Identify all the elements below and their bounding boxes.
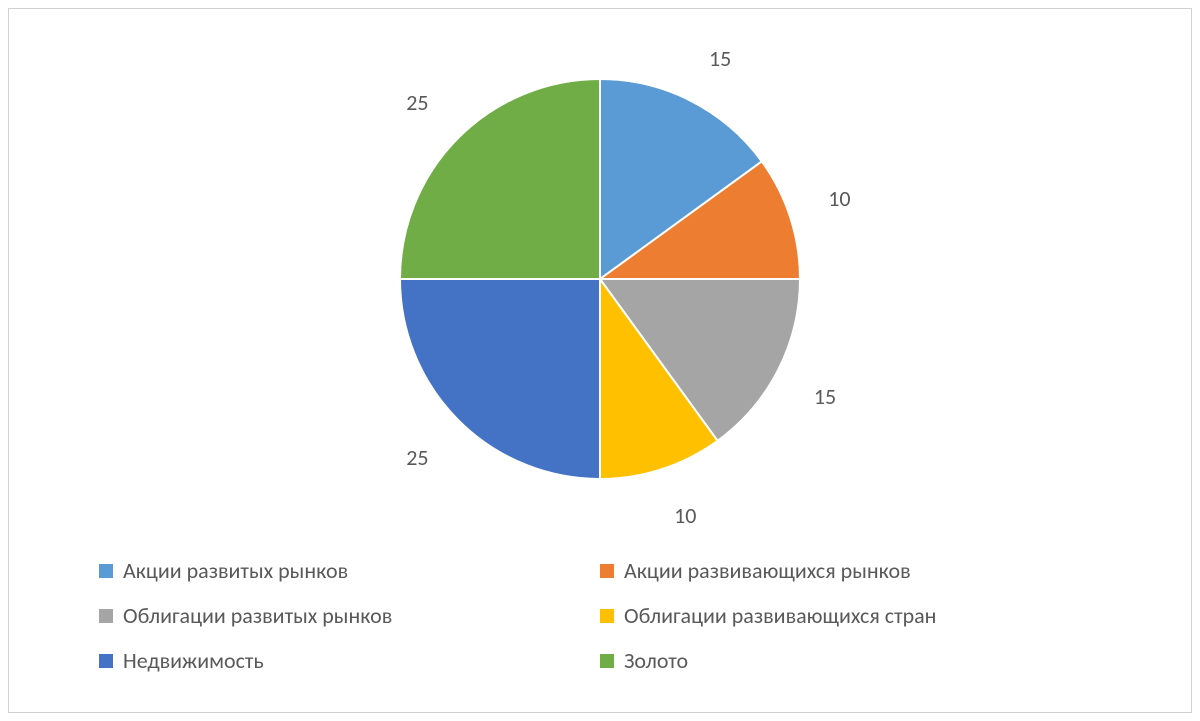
legend-marker-0 xyxy=(99,564,113,578)
legend-label-1: Акции развивающихся рынков xyxy=(624,557,911,584)
legend-marker-3 xyxy=(600,609,614,623)
legend-marker-5 xyxy=(600,654,614,668)
legend-item-1: Акции развивающихся рынков xyxy=(600,557,1101,584)
legend: Акции развитых рынков Акции развивающихся… xyxy=(99,557,1101,692)
chart-container: 151015102525 Акции развитых рынковАкции … xyxy=(8,8,1192,713)
data-label-0: 15 xyxy=(709,45,731,72)
legend-row-0: Акции развитых рынков Акции развивающихся… xyxy=(99,557,1101,584)
legend-row-1: Облигации развитых рынков Облигации разви… xyxy=(99,602,1101,629)
data-label-3: 10 xyxy=(674,502,696,529)
legend-marker-1 xyxy=(600,564,614,578)
legend-marker-2 xyxy=(99,609,113,623)
legend-item-3: Облигации развивающихся стран xyxy=(600,602,1101,629)
legend-item-0: Акции развитых рынков xyxy=(99,557,600,584)
data-label-1: 10 xyxy=(828,185,850,212)
legend-label-5: Золото xyxy=(624,647,688,674)
legend-label-4: Недвижимость xyxy=(123,647,264,674)
data-label-2: 15 xyxy=(814,383,836,410)
data-label-4: 25 xyxy=(406,444,428,471)
legend-label-2: Облигации развитых рынков xyxy=(123,602,392,629)
legend-label-3: Облигации развивающихся стран xyxy=(624,602,936,629)
pie-svg xyxy=(400,79,800,479)
pie-area: 151015102525 xyxy=(9,39,1191,519)
pie-chart: 151015102525 xyxy=(400,79,800,479)
legend-item-2: Облигации развитых рынков xyxy=(99,602,600,629)
pie-slice-4 xyxy=(400,279,600,479)
legend-item-4: Недвижимость xyxy=(99,647,600,674)
data-label-5: 25 xyxy=(406,89,428,116)
pie-slice-5 xyxy=(400,79,600,279)
legend-label-0: Акции развитых рынков xyxy=(123,557,348,584)
legend-item-5: Золото xyxy=(600,647,1101,674)
legend-row-2: Недвижимость Золото xyxy=(99,647,1101,674)
legend-marker-4 xyxy=(99,654,113,668)
